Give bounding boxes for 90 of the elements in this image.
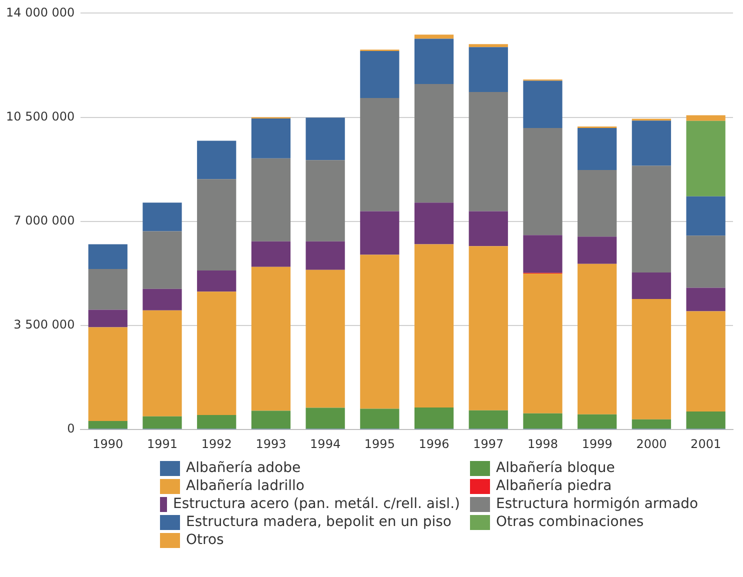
bar — [468, 410, 508, 429]
bar — [578, 264, 617, 414]
bar — [523, 80, 562, 128]
bar — [686, 288, 726, 312]
bar — [468, 44, 508, 48]
bar — [523, 128, 562, 236]
bar — [468, 246, 508, 410]
bar — [523, 273, 562, 414]
legend-label: Estructura acero (pan. metál. c/rell. aisl.) — [173, 496, 460, 512]
legend-label: Albañería bloque — [496, 460, 615, 476]
y-tick-label: 0 — [67, 422, 75, 436]
bar — [360, 254, 400, 409]
bar — [632, 272, 672, 300]
bar — [197, 292, 236, 416]
bar — [632, 419, 672, 429]
bar — [88, 327, 128, 421]
bar — [686, 115, 726, 121]
bar — [142, 310, 182, 416]
x-tick-label: 1994 — [310, 436, 341, 451]
bar — [306, 270, 345, 408]
legend-label: Albañería piedra — [496, 478, 612, 494]
x-tick-label: 1993 — [256, 436, 286, 451]
bar — [197, 415, 236, 429]
bar — [142, 231, 182, 289]
bar — [88, 420, 128, 429]
bar — [414, 244, 454, 408]
bar — [360, 211, 400, 255]
bar — [578, 414, 617, 429]
bar — [468, 92, 508, 212]
bar — [414, 34, 454, 39]
x-tick-label: 1999 — [582, 436, 612, 451]
x-tick-label: 1992 — [201, 436, 232, 451]
x-tick-label: 2001 — [690, 436, 722, 451]
legend-label: Albañería ladrillo — [186, 478, 304, 494]
bar — [306, 118, 345, 160]
bar — [468, 211, 508, 246]
bar — [306, 408, 345, 429]
bar — [414, 407, 454, 429]
bar — [251, 266, 291, 411]
bar — [523, 413, 562, 429]
bar — [632, 299, 672, 420]
bar — [88, 310, 128, 328]
bar — [306, 241, 345, 270]
bar — [88, 244, 128, 269]
bar — [578, 170, 617, 237]
bar — [197, 140, 236, 180]
bar — [686, 236, 726, 288]
bar — [142, 202, 182, 232]
bar — [578, 236, 617, 264]
x-tick-label: 1997 — [473, 436, 504, 451]
bar — [686, 120, 726, 196]
x-tick-label: 2000 — [636, 436, 667, 451]
bar — [197, 179, 236, 270]
x-tick-label: 1995 — [364, 436, 395, 451]
y-tick-label: 7 000 000 — [14, 214, 75, 228]
y-tick-label: 14 000 000 — [6, 5, 75, 20]
bar — [414, 38, 454, 84]
bar — [686, 196, 726, 236]
y-tick-label: 10 500 000 — [6, 109, 75, 124]
bar — [686, 411, 726, 429]
legend-label: Albañería adobe — [186, 460, 301, 476]
bar — [414, 202, 454, 244]
x-tick-label: 1998 — [527, 436, 558, 451]
bar — [88, 268, 128, 310]
y-tick-label: 3 500 000 — [14, 318, 75, 332]
bar — [360, 408, 400, 429]
bar — [523, 235, 562, 273]
bar — [142, 288, 182, 310]
legend-label: Estructura madera, bepolit en un piso — [186, 514, 452, 530]
legend-label: Estructura hormigón armado — [496, 496, 698, 512]
bar — [251, 158, 291, 242]
bar — [686, 311, 726, 412]
legend-label: Otras combinaciones — [496, 514, 644, 530]
bar — [360, 50, 400, 98]
bar — [632, 120, 672, 166]
bar — [251, 241, 291, 267]
bar — [578, 128, 617, 170]
bar — [468, 47, 508, 92]
bar — [306, 160, 345, 242]
bar — [632, 166, 672, 273]
bar — [360, 98, 400, 212]
bar — [142, 416, 182, 429]
bar — [414, 84, 454, 203]
x-tick-label: 1996 — [418, 436, 450, 451]
bar — [251, 410, 291, 429]
bar — [251, 118, 291, 158]
x-tick-label: 1991 — [146, 436, 178, 451]
x-tick-label: 1990 — [92, 436, 124, 451]
bar — [197, 270, 236, 292]
legend-label: Otros — [186, 532, 224, 548]
